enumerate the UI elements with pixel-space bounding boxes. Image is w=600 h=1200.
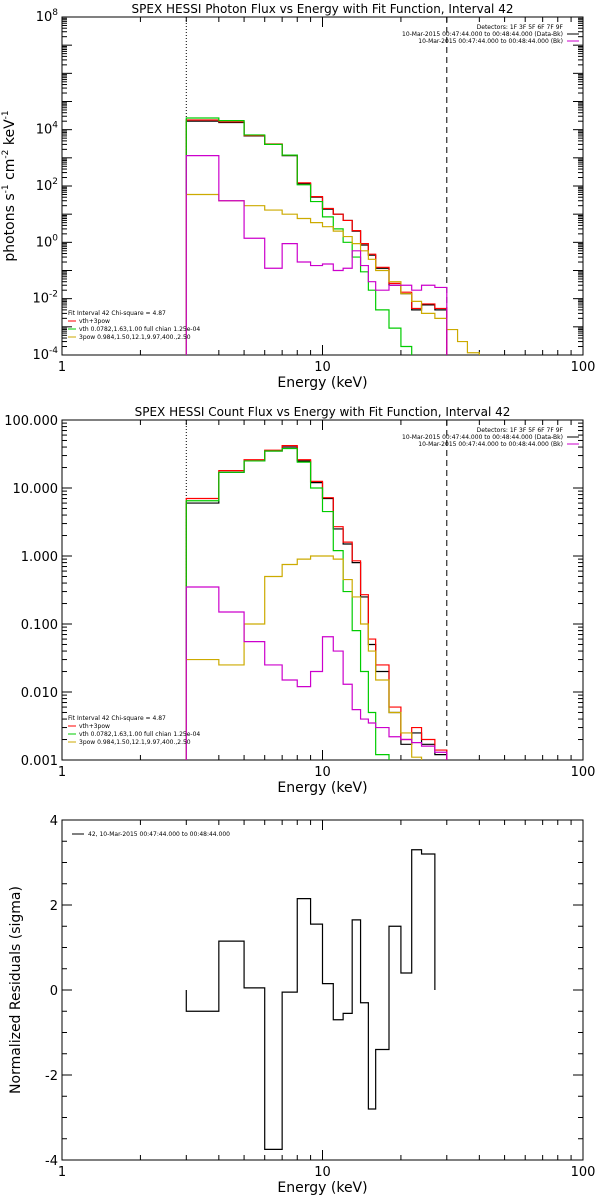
legend-top-right-entry: Detectors: 1F 3F 5F 6F 7F 9F xyxy=(477,427,564,434)
x-axis-label: Energy (keV) xyxy=(277,1180,367,1196)
series-line-bk xyxy=(185,155,448,355)
y-tick-label: 4 xyxy=(50,814,58,829)
legend-top-right-entry: Detectors: 1F 3F 5F 6F 7F 9F xyxy=(477,24,564,31)
y-tick-label: -4 xyxy=(45,1154,58,1169)
plot-panel-3: 1 10 100 Energy (keV) -4 -2 0 2 4 Normalized Resi… xyxy=(8,814,595,1196)
y-tick-label: 100.000 xyxy=(4,414,58,429)
series-line-vth xyxy=(185,447,390,760)
x-axis-label: Energy (keV) xyxy=(277,780,367,796)
data-area xyxy=(185,117,480,355)
plot-panel-2: SPEX HESSI Count Flux vs Energy with Fit… xyxy=(4,405,596,796)
series-line-42-10-mar-2015-00-47-44-000-to-00-48-44-000 xyxy=(185,849,436,1150)
y-axis-label: photons s-1 cm-2 keV-1 xyxy=(1,110,18,261)
y-tick-label: 108 xyxy=(36,8,59,25)
legend-top-right-entry: 10-Mar-2015 00:47:44.000 to 00:48:44.000… xyxy=(402,31,563,38)
x-axis-label: Energy (keV) xyxy=(277,375,367,391)
series-line-data-bk xyxy=(185,446,448,760)
x-tick-label: 1 xyxy=(58,765,66,780)
x-tick-label: 100 xyxy=(571,360,596,375)
x-tick-label: 1 xyxy=(58,1165,66,1180)
legend-top-right-entry: 10-Mar-2015 00:47:44.000 to 00:48:44.000… xyxy=(402,434,563,441)
series-line-bk xyxy=(185,586,448,760)
y-tick-label: 2 xyxy=(50,899,58,914)
legend-bottom-left-entry: vth+3pow xyxy=(79,318,110,325)
plot-frame xyxy=(61,819,584,1161)
y-tick-label: -2 xyxy=(45,1069,58,1084)
plot-frame xyxy=(61,16,584,356)
x-tick-label: 10 xyxy=(314,765,331,780)
x-tick-label: 10 xyxy=(314,360,331,375)
y-tick-label: 104 xyxy=(36,121,59,138)
x-tick-label: 10 xyxy=(314,1165,331,1180)
x-tick-label: 100 xyxy=(571,765,596,780)
y-tick-label: 10-2 xyxy=(32,290,58,307)
plot-frame xyxy=(61,419,584,761)
y-tick-label: 0.001 xyxy=(21,754,58,769)
legend-bottom-left-entry: Fit Interval 42 Chi-square = 4.87 xyxy=(68,715,166,722)
data-area xyxy=(185,445,448,760)
series-line-data-bk xyxy=(185,120,448,355)
legend-bottom-left-entry: 3pow 0.984,1.50,12.1,9.97,400.,2.50 xyxy=(79,334,191,341)
legend-top-right-entry: 10-Mar-2015 00:47:44.000 to 00:48:44.000… xyxy=(418,441,563,448)
legend-bottom-left-entry: vth 0.0782,1.63,1.00 full chian 1.25e-04 xyxy=(79,326,200,333)
series-line-3pow xyxy=(185,555,423,760)
legend-top-left-entry: 42, 10-Mar-2015 00:47:44.000 to 00:48:44… xyxy=(88,831,230,838)
y-tick-label: 10-4 xyxy=(32,346,58,363)
plot-panel-1: SPEX HESSI Photon Flux vs Energy with Fi… xyxy=(1,2,596,391)
y-tick-label: 0.010 xyxy=(21,686,58,701)
y-tick-label: 1.000 xyxy=(21,550,58,565)
legend-bottom-left-entry: 3pow 0.984,1.50,12.1,9.97,400.,2.50 xyxy=(79,739,191,746)
data-area xyxy=(185,849,436,1150)
y-tick-label: 102 xyxy=(36,177,58,194)
y-axis-label: Normalized Residuals (sigma) xyxy=(8,886,24,1094)
legend-bottom-left-entry: vth 0.0782,1.63,1.00 full chian 1.25e-04 xyxy=(79,731,200,738)
chart-title: SPEX HESSI Count Flux vs Energy with Fit… xyxy=(135,405,511,419)
series-line-vth-3pow xyxy=(185,445,448,760)
y-tick-label: 0.100 xyxy=(21,618,58,633)
y-tick-label: 10.000 xyxy=(13,482,59,497)
y-tick-label: 100 xyxy=(36,233,59,250)
legend-bottom-left-entry: Fit Interval 42 Chi-square = 4.87 xyxy=(68,310,166,317)
x-tick-label: 100 xyxy=(571,1165,596,1180)
x-tick-label: 1 xyxy=(58,360,66,375)
series-line-3pow xyxy=(185,193,480,355)
series-line-vth xyxy=(185,117,413,355)
legend-bottom-left-entry: vth+3pow xyxy=(79,723,110,730)
series-line-vth-3pow xyxy=(185,119,448,355)
legend-top-right-entry: 10-Mar-2015 00:47:44.000 to 00:48:44.000… xyxy=(418,38,563,45)
y-tick-label: 0 xyxy=(50,984,58,999)
chart-title: SPEX HESSI Photon Flux vs Energy with Fi… xyxy=(132,2,514,16)
